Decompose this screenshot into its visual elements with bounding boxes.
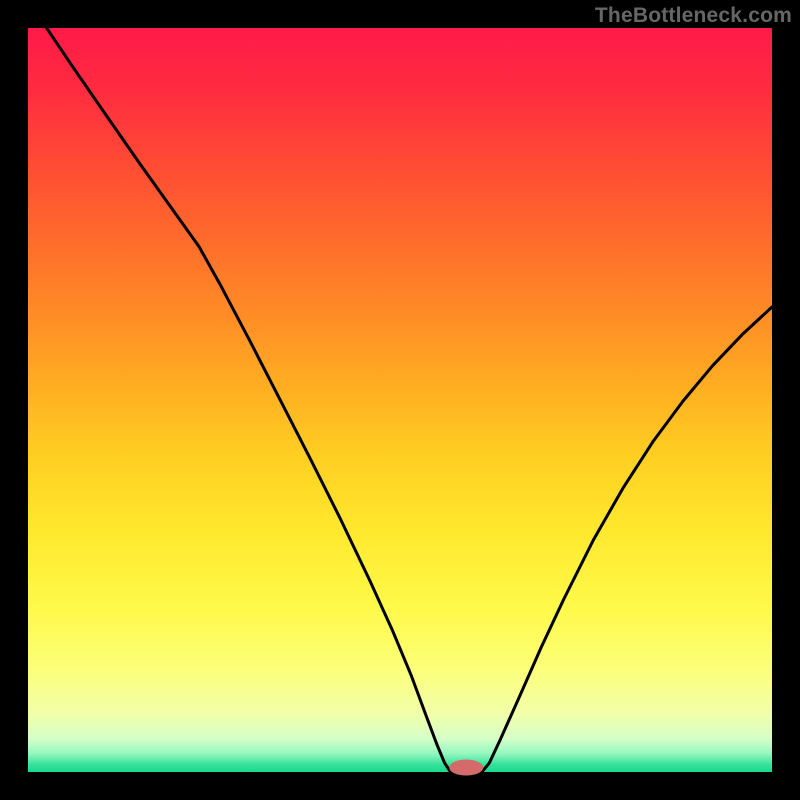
watermark-label: TheBottleneck.com [595, 4, 792, 28]
optimum-marker [449, 760, 483, 776]
bottleneck-chart: TheBottleneck.com [0, 0, 800, 800]
plot-background [28, 28, 772, 772]
chart-svg [0, 0, 800, 800]
